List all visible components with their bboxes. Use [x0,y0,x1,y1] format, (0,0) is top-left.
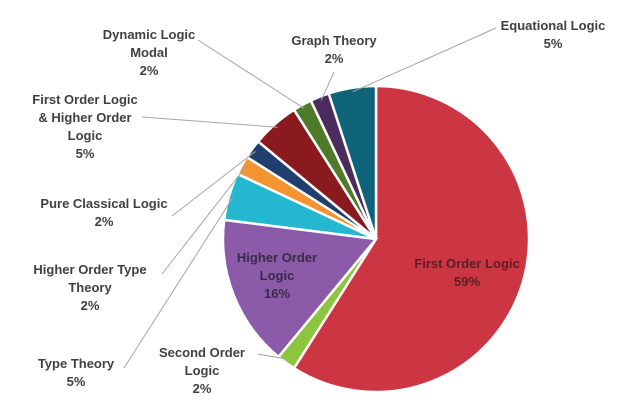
slice-label-graph-theory: Graph Theory 2% [291,33,377,66]
pie-slices [221,84,531,394]
slice-name-line: Logic [68,128,103,143]
slice-label-first-order-logic: First Order Logic 59% [414,256,519,289]
slice-name-line: Dynamic Logic [103,27,195,42]
slice-label-dynamic-logic-modal: Dynamic Logic Modal 2% [103,27,195,78]
slice-percent: 5% [544,36,563,51]
slice-percent: 2% [193,381,212,396]
slice-percent: 2% [81,298,100,313]
slice-name-line: & Higher Order [38,110,131,125]
leader-line-higher-order-type-theory [161,166,246,275]
leader-line-equational-logic [352,27,497,93]
leader-line-pure-classical-logic [171,151,256,217]
slice-percent: 2% [95,214,114,229]
slice-label-pure-classical-logic: Pure Classical Logic 2% [40,196,167,229]
leader-line-dynamic-logic-modal [197,39,305,109]
slice-name-line: Equational Logic [501,18,606,33]
slice-name-line: Higher Order [237,250,317,265]
slice-name-line: Higher Order Type [33,262,146,277]
slice-name-line: First Order Logic [414,256,519,271]
leader-line-second-order-logic [257,353,289,361]
slice-name-line: Pure Classical Logic [40,196,167,211]
pie-slice-higher-order-logic [221,218,379,359]
slice-percent: 16% [264,286,290,301]
slice-name-line: Theory [68,280,112,295]
pie-slice-first-order-logic [292,84,531,394]
slice-name-line: Second Order [159,345,245,360]
slice-name-line: Logic [260,268,295,283]
leader-line-graph-theory [320,71,335,101]
slice-label-type-theory: Type Theory 5% [38,356,115,389]
leader-line-type-theory [123,197,234,369]
pie-slice-equational-logic [327,84,378,240]
slice-name-line: Graph Theory [291,33,377,48]
slice-percent: 5% [67,374,86,389]
slice-label-equational-logic: Equational Logic 5% [501,18,606,51]
slice-percent: 2% [325,51,344,66]
slice-label-second-order-logic: Second Order Logic 2% [159,345,245,396]
slice-name-line: First Order Logic [32,92,137,107]
slice-labels: First Order Logic 59%Second Order Logic 2%H… [32,18,605,396]
slice-label-higher-order-type-theory: Higher Order Type Theory 2% [33,262,146,313]
slice-percent: 5% [76,146,95,161]
slice-name-line: Logic [185,363,220,378]
slice-name-line: Modal [130,45,168,60]
slice-label-first-order-logic-and-higher-order-logic: First Order Logic & Higher Order Logic 5% [32,92,137,161]
leader-lines [123,27,497,369]
leader-line-first-order-logic-and-higher-order-logic [141,116,278,128]
slice-percent: 2% [140,63,159,78]
slice-percent: 59% [454,274,480,289]
slice-name-line: Type Theory [38,356,115,371]
slice-label-higher-order-logic: Higher Order Logic 16% [237,250,317,301]
